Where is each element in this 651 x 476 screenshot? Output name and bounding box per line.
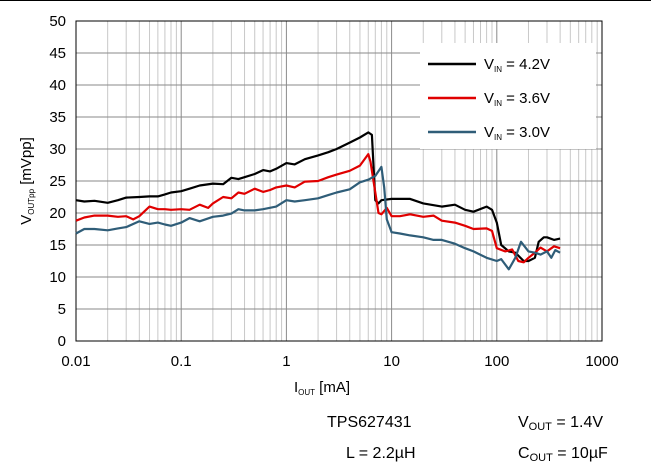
y-axis-tick-labels: 0 5 10 15 20 25 30 35 40 45 50	[49, 13, 66, 350]
x-tick-label: 1000	[585, 353, 618, 370]
x-tick-label: 100	[484, 353, 509, 370]
y-tick-label: 30	[49, 141, 66, 158]
y-axis-label: VOUTpp [mVpp]	[18, 137, 36, 225]
x-tick-label: 1	[282, 353, 290, 370]
legend-label-3: VIN = 3.0V	[484, 124, 550, 142]
plot-area-frame	[75, 20, 603, 342]
legend-label-2: VIN = 3.6V	[484, 90, 550, 108]
cout-sub: OUT	[529, 452, 553, 464]
y-axis-label-sub: OUTpp	[27, 188, 36, 214]
y-axis-label-unit: [mVpp]	[18, 137, 35, 189]
cout-value: = 10µF	[552, 445, 608, 462]
y-tick-label: 40	[49, 77, 66, 94]
x-axis-tick-labels: 0.01 0.1 1 10 100 1000	[61, 353, 618, 370]
x-tick-label: 0.1	[171, 353, 192, 370]
x-axis-label: IOUT [mA]	[294, 379, 350, 397]
y-tick-label: 25	[49, 173, 66, 190]
device-label: TPS627431	[327, 414, 412, 432]
vout-value: = 1.4V	[551, 414, 604, 431]
device-name: TPS627431	[327, 414, 412, 431]
series-line-2	[75, 153, 561, 264]
series-line-1	[75, 131, 561, 263]
inductor-value: L = 2.2µH	[346, 445, 416, 462]
x-tick-label: 10	[383, 353, 400, 370]
x-axis-label-sub: OUT	[298, 388, 315, 397]
cout-main: C	[518, 445, 530, 462]
y-tick-label: 50	[49, 13, 66, 30]
vout-label: VOUT = 1.4V	[518, 414, 603, 433]
series-lines	[75, 131, 561, 271]
y-tick-label: 45	[49, 45, 66, 62]
vout-main: V	[518, 414, 529, 431]
y-tick-label: 10	[49, 269, 66, 286]
x-axis-label-unit: [mA]	[315, 379, 350, 396]
ripple-chart: 0 5 10 15 20 25 30 35 40 45 50 0.01 0.1 1 10 100 1000 V…	[18, 13, 619, 397]
x-axis-label-main: I	[294, 379, 298, 396]
y-tick-label: 15	[49, 237, 66, 254]
y-tick-label: 0	[58, 333, 66, 350]
inductor-label: L = 2.2µH	[346, 445, 416, 463]
y-tick-label: 5	[58, 301, 66, 318]
top-border-line	[0, 0, 651, 1]
y-tick-label: 20	[49, 205, 66, 222]
y-axis-label-main: V	[18, 215, 35, 225]
legend: VIN = 4.2V VIN = 3.6V VIN = 3.0V	[420, 43, 596, 149]
cout-label: COUT = 10µF	[518, 445, 608, 464]
legend-label-1: VIN = 4.2V	[484, 56, 550, 74]
x-tick-label: 0.01	[61, 353, 90, 370]
vout-sub: OUT	[528, 421, 552, 433]
series-line-3	[75, 165, 561, 271]
y-tick-label: 35	[49, 109, 66, 126]
